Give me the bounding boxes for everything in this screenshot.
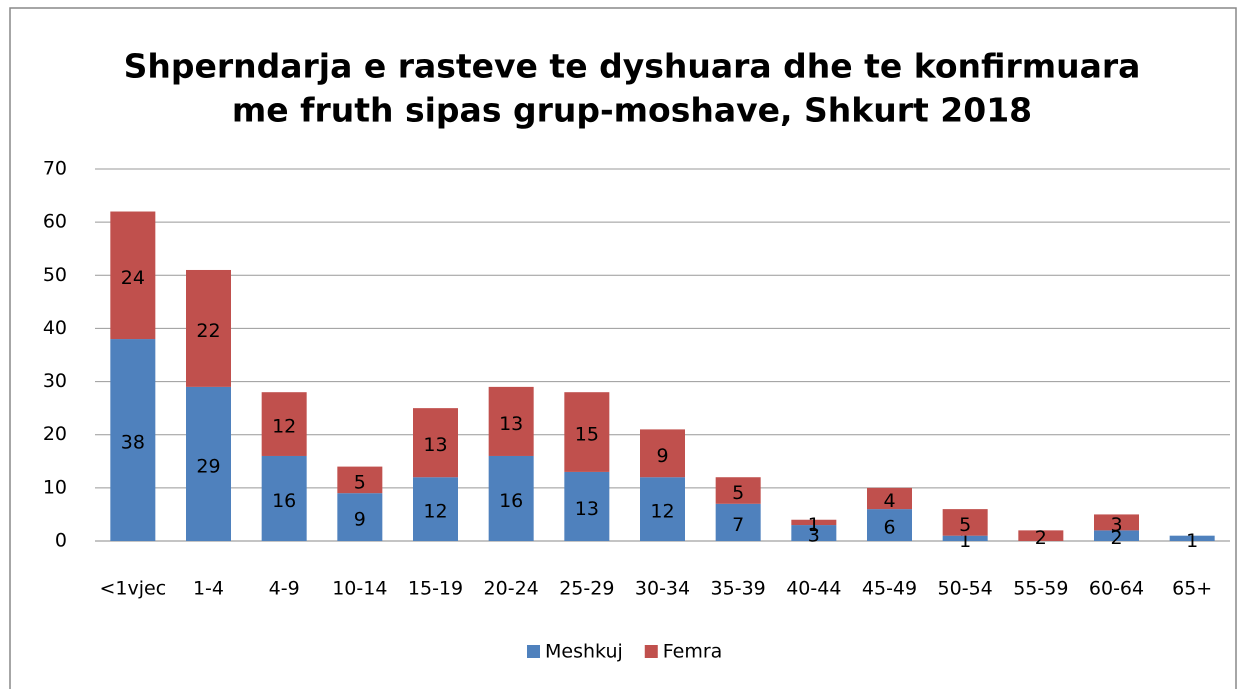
x-tick-label: 1-4 bbox=[193, 578, 224, 600]
y-tick-label: 40 bbox=[43, 317, 67, 339]
bar-segment bbox=[1169, 535, 1215, 541]
data-label: 9 bbox=[354, 509, 366, 531]
x-tick-label: 25-29 bbox=[559, 578, 614, 600]
data-label: 22 bbox=[196, 320, 220, 342]
chart-title: Shperndarja e rasteve te dyshuara dhe te… bbox=[124, 47, 1141, 86]
data-label: 7 bbox=[732, 514, 744, 536]
bar-segment bbox=[867, 487, 912, 510]
x-tick-label: 10-14 bbox=[332, 578, 387, 600]
y-tick-label: 70 bbox=[43, 158, 67, 180]
chart-title: me fruth sipas grup-moshave, Shkurt 2018 bbox=[232, 91, 1032, 130]
y-tick-label: 60 bbox=[43, 211, 67, 233]
data-label: 12 bbox=[272, 416, 296, 438]
x-tick-label: 65+ bbox=[1172, 578, 1212, 600]
y-tick-label: 20 bbox=[43, 423, 67, 445]
legend-swatch bbox=[644, 645, 658, 658]
data-label: 5 bbox=[732, 482, 744, 504]
x-tick-label: 50-54 bbox=[938, 578, 993, 600]
data-label: 2 bbox=[1035, 527, 1047, 549]
data-label: 13 bbox=[423, 434, 447, 456]
bar-segment bbox=[640, 477, 685, 541]
legend-label: Femra bbox=[663, 641, 723, 663]
x-tick-label: 15-19 bbox=[408, 578, 463, 600]
x-tick-label: 20-24 bbox=[484, 578, 539, 600]
bar-segment bbox=[413, 408, 458, 478]
data-label: 38 bbox=[121, 432, 145, 454]
data-label: 2 bbox=[1110, 527, 1122, 549]
bar-segment bbox=[1018, 530, 1064, 541]
data-label: 13 bbox=[499, 413, 523, 435]
bar-segment bbox=[715, 477, 761, 504]
bar-segment bbox=[261, 455, 307, 541]
y-tick-label: 0 bbox=[55, 530, 67, 552]
data-label: 15 bbox=[575, 424, 599, 446]
bar-segment bbox=[640, 429, 685, 478]
bar-segment bbox=[488, 455, 534, 541]
x-tick-label: 4-9 bbox=[269, 578, 300, 600]
data-label: 3 bbox=[808, 525, 820, 547]
x-tick-label: 40-44 bbox=[786, 578, 841, 600]
x-tick-label: 55-59 bbox=[1013, 578, 1068, 600]
bar-segment bbox=[942, 535, 988, 541]
x-tick-label: 45-49 bbox=[862, 578, 917, 600]
x-tick-label: 35-39 bbox=[711, 578, 766, 600]
bar-segment bbox=[564, 392, 610, 472]
bar-segment bbox=[186, 386, 231, 541]
bar-segment bbox=[715, 503, 761, 541]
data-label: 12 bbox=[650, 501, 674, 523]
bar-segment bbox=[791, 525, 837, 541]
data-label: 5 bbox=[959, 514, 971, 536]
data-label: 5 bbox=[354, 471, 366, 493]
bar-segment bbox=[488, 386, 534, 456]
x-tick-label: <1vjec bbox=[99, 578, 166, 600]
bar-segment bbox=[1094, 530, 1139, 541]
bar-segment bbox=[942, 509, 988, 536]
data-label: 4 bbox=[883, 490, 895, 512]
bar-segment bbox=[110, 211, 156, 340]
legend-label: Meshkuj bbox=[545, 641, 623, 663]
x-tick-label: 60-64 bbox=[1089, 578, 1144, 600]
data-label: 24 bbox=[121, 267, 145, 289]
bar-segment bbox=[261, 392, 307, 456]
bar-segment bbox=[110, 339, 156, 541]
bar-segment bbox=[337, 493, 383, 541]
bar-segment bbox=[413, 477, 458, 541]
data-label: 9 bbox=[656, 445, 668, 467]
data-label: 13 bbox=[575, 498, 599, 520]
data-label: 16 bbox=[272, 490, 296, 512]
bar-segment bbox=[867, 509, 912, 541]
data-label: 1 bbox=[1186, 530, 1198, 552]
bar-segment bbox=[1094, 514, 1139, 531]
data-label: 3 bbox=[1110, 514, 1122, 536]
data-label: 29 bbox=[196, 455, 220, 477]
data-label: 12 bbox=[423, 501, 447, 523]
legend-swatch bbox=[527, 645, 540, 658]
data-label: 16 bbox=[499, 490, 523, 512]
y-tick-label: 50 bbox=[43, 264, 67, 286]
bar-segment bbox=[564, 471, 610, 541]
bar-segment bbox=[337, 466, 383, 494]
y-tick-label: 10 bbox=[43, 476, 67, 498]
bar-segment bbox=[791, 519, 837, 526]
data-label: 1 bbox=[808, 514, 820, 536]
y-tick-label: 30 bbox=[43, 370, 67, 392]
data-label: 6 bbox=[883, 517, 895, 539]
bar-segment bbox=[186, 269, 231, 387]
x-tick-label: 30-34 bbox=[635, 578, 690, 600]
